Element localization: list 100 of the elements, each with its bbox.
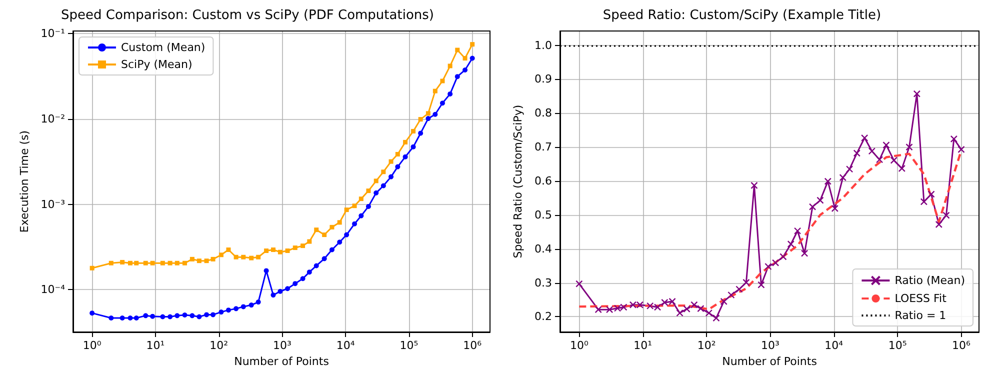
y-axis-title: Speed Ratio (Custom/SciPy) bbox=[512, 104, 525, 258]
point bbox=[890, 156, 898, 164]
y-tick-label: 1.0 bbox=[534, 38, 552, 52]
x-tick-label: 10¹ bbox=[146, 339, 165, 352]
point bbox=[380, 183, 386, 188]
point bbox=[432, 112, 438, 117]
y-tick-label: 0.9 bbox=[534, 72, 552, 86]
point bbox=[264, 268, 269, 274]
y-tick-label: 0.6 bbox=[534, 174, 552, 188]
x-axis-title: Number of Points bbox=[722, 355, 818, 368]
point bbox=[337, 220, 342, 225]
point bbox=[264, 248, 269, 254]
point bbox=[344, 208, 349, 212]
point bbox=[728, 291, 735, 299]
point bbox=[772, 259, 780, 266]
point bbox=[794, 227, 802, 234]
point bbox=[292, 281, 298, 286]
point bbox=[182, 312, 188, 318]
point bbox=[322, 256, 327, 262]
y-tick-label: 10⁻³ bbox=[40, 198, 65, 211]
point bbox=[824, 178, 832, 185]
point bbox=[366, 188, 371, 194]
point bbox=[234, 254, 238, 260]
point bbox=[942, 212, 950, 219]
point bbox=[285, 286, 290, 292]
point bbox=[661, 298, 668, 306]
point bbox=[358, 196, 364, 202]
y-tick-label: 10⁻¹ bbox=[40, 27, 65, 40]
point bbox=[270, 247, 276, 252]
point bbox=[950, 135, 958, 143]
point bbox=[426, 116, 431, 122]
point bbox=[352, 221, 358, 226]
legend-label: LOESS Fit bbox=[894, 292, 948, 305]
point bbox=[654, 304, 662, 311]
point bbox=[395, 164, 400, 170]
x-tick-label: 10³ bbox=[272, 339, 292, 352]
point bbox=[426, 111, 430, 116]
point bbox=[270, 292, 276, 298]
point bbox=[764, 262, 772, 270]
point bbox=[306, 270, 312, 275]
point bbox=[241, 254, 246, 260]
x-tick-label: 10² bbox=[697, 339, 716, 352]
legend-label: Ratio (Mean) bbox=[894, 274, 966, 287]
y-tick-label: 0.4 bbox=[534, 242, 552, 256]
point bbox=[278, 288, 283, 294]
point bbox=[344, 232, 350, 238]
point bbox=[381, 170, 386, 174]
point bbox=[712, 314, 720, 322]
point bbox=[906, 143, 913, 151]
x-tick-label: 10⁰ bbox=[82, 339, 102, 352]
point bbox=[204, 258, 209, 264]
point bbox=[196, 258, 202, 264]
point bbox=[868, 148, 876, 155]
point bbox=[418, 117, 423, 122]
point bbox=[322, 232, 327, 238]
point bbox=[256, 254, 261, 260]
point bbox=[190, 256, 194, 262]
legend-label: Ratio = 1 bbox=[894, 309, 946, 322]
point bbox=[210, 256, 216, 262]
point bbox=[876, 156, 884, 164]
point bbox=[204, 312, 210, 318]
point bbox=[780, 253, 787, 260]
point bbox=[352, 204, 357, 208]
point bbox=[860, 134, 868, 142]
point bbox=[248, 302, 254, 308]
point bbox=[690, 301, 698, 308]
point bbox=[913, 90, 921, 98]
x-tick-label: 10² bbox=[210, 339, 228, 352]
point bbox=[395, 152, 400, 156]
y-axis-title: Execution Time (s) bbox=[18, 130, 31, 233]
point bbox=[928, 190, 935, 198]
point bbox=[839, 174, 846, 182]
point bbox=[831, 204, 838, 212]
point bbox=[440, 100, 445, 106]
point bbox=[403, 140, 408, 144]
point bbox=[816, 196, 824, 204]
point bbox=[337, 240, 342, 245]
point bbox=[210, 312, 216, 318]
point bbox=[218, 310, 224, 315]
point bbox=[742, 278, 750, 286]
y-tick-label: 10⁻² bbox=[40, 112, 65, 126]
point bbox=[720, 298, 728, 306]
point bbox=[285, 248, 290, 254]
point bbox=[736, 286, 743, 293]
point bbox=[935, 220, 942, 228]
point bbox=[168, 260, 172, 266]
point bbox=[448, 91, 453, 96]
point bbox=[314, 228, 319, 232]
point bbox=[388, 159, 394, 164]
point bbox=[402, 154, 408, 160]
x-tick-label: 10⁶ bbox=[463, 339, 482, 352]
chart-title: Speed Ratio: Custom/SciPy (Example Title) bbox=[602, 8, 882, 23]
point bbox=[330, 224, 334, 230]
x-tick-label: 10⁶ bbox=[952, 339, 972, 352]
point bbox=[470, 42, 475, 47]
point bbox=[256, 300, 261, 305]
chart-title: Speed Comparison: Custom vs SciPy (PDF Computations) bbox=[61, 8, 434, 23]
x-tick-label: 10³ bbox=[761, 339, 780, 352]
point bbox=[174, 260, 180, 266]
point bbox=[182, 260, 188, 266]
